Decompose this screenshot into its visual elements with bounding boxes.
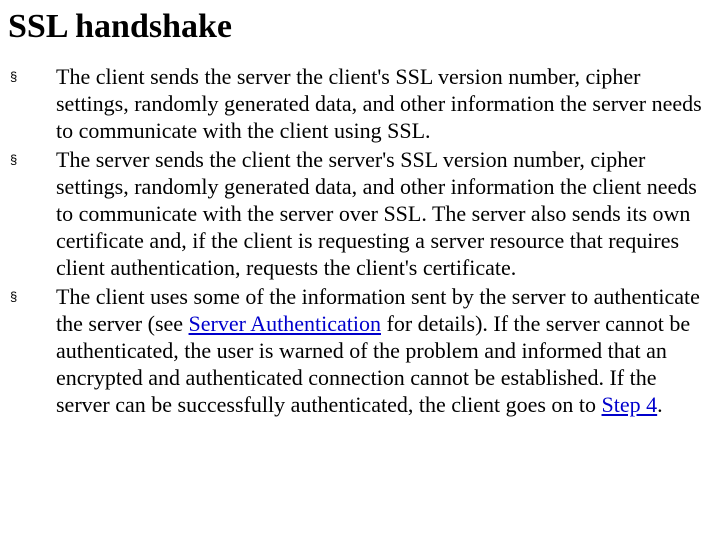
list-item-text: The server sends the client the server's…	[56, 146, 702, 281]
text-segment: The client sends the server the client's…	[56, 64, 702, 143]
list-item: § The client uses some of the informatio…	[8, 283, 702, 418]
link-step-4[interactable]: Step 4	[602, 392, 658, 417]
text-segment: .	[657, 392, 663, 417]
text-segment: The server sends the client the server's…	[56, 147, 697, 280]
bullet-marker: §	[8, 283, 56, 310]
bullet-marker: §	[8, 63, 56, 90]
list-item: § The client sends the server the client…	[8, 63, 702, 144]
list-item-text: The client sends the server the client's…	[56, 63, 702, 144]
bullet-list: § The client sends the server the client…	[8, 63, 702, 418]
list-item-text: The client uses some of the information …	[56, 283, 702, 418]
slide: SSL handshake § The client sends the ser…	[0, 0, 720, 418]
bullet-marker: §	[8, 146, 56, 173]
link-server-authentication[interactable]: Server Authentication	[189, 311, 381, 336]
list-item: § The server sends the client the server…	[8, 146, 702, 281]
page-title: SSL handshake	[8, 8, 702, 45]
